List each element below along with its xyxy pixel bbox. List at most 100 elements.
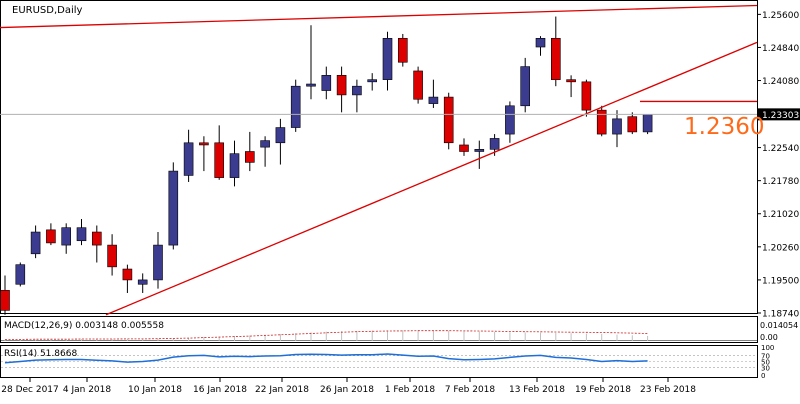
candle-body xyxy=(214,142,224,178)
candle-body xyxy=(137,279,148,285)
candle-body xyxy=(352,85,362,96)
macd-bar xyxy=(555,332,557,341)
candle-body xyxy=(199,142,209,146)
macd-bar xyxy=(4,339,6,341)
candle-body xyxy=(15,264,26,285)
candle-body xyxy=(535,38,546,48)
macd-bar xyxy=(371,330,373,341)
macd-bar xyxy=(341,331,343,341)
price-pane xyxy=(0,0,758,314)
support-trendline xyxy=(105,41,758,316)
candle-body xyxy=(596,109,607,135)
rsi-axis-label: 50 xyxy=(761,359,770,367)
x-tick-label: 16 Jan 2018 xyxy=(193,385,247,395)
candle-body xyxy=(229,153,240,178)
resistance-trendline xyxy=(0,4,758,29)
macd-bar xyxy=(111,339,113,341)
price-tick-label: 1.21020 xyxy=(762,210,799,220)
candle-body xyxy=(30,231,41,255)
candle-body xyxy=(550,38,561,80)
macd-axis-max: 0.014054 xyxy=(760,321,798,330)
macd-bar xyxy=(188,337,190,341)
x-tick-label: 28 Dec 2017 xyxy=(1,385,59,395)
candle-body xyxy=(260,140,270,148)
macd-bar xyxy=(494,331,496,341)
macd-bar xyxy=(142,338,144,341)
macd-bar xyxy=(19,339,21,341)
macd-bar xyxy=(585,333,587,341)
x-tick-label: 13 Feb 2018 xyxy=(509,385,565,395)
macd-bar xyxy=(631,335,633,341)
x-tick-label: 26 Jan 2018 xyxy=(320,385,374,395)
macd-bar xyxy=(264,334,266,341)
candle-body xyxy=(367,79,378,83)
macd-bar xyxy=(325,331,327,341)
macd-bar xyxy=(96,339,98,341)
candle-body xyxy=(183,142,194,176)
macd-bar xyxy=(616,334,618,341)
x-tick-label: 10 Jan 2018 xyxy=(128,385,182,395)
macd-bar xyxy=(203,336,205,341)
macd-bar xyxy=(417,330,419,341)
candle-body xyxy=(46,229,56,244)
macd-bar xyxy=(387,330,388,341)
candle-body xyxy=(505,105,515,135)
macd-bar xyxy=(65,339,67,341)
candle-body xyxy=(642,114,653,133)
candle-body xyxy=(474,149,485,152)
x-tick-label: 22 Jan 2018 xyxy=(255,385,309,395)
macd-bar xyxy=(157,338,159,341)
macd-bar xyxy=(218,336,220,341)
rsi-label: RSI(14) 51.8668 xyxy=(4,349,77,359)
candles-group xyxy=(0,16,653,315)
macd-bar xyxy=(463,331,465,341)
rsi-line xyxy=(4,353,648,364)
x-tick-label: 7 Feb 2018 xyxy=(445,385,496,395)
candle-body xyxy=(443,96,454,144)
candle-body xyxy=(489,138,500,150)
candle-body xyxy=(153,244,163,281)
candle-body xyxy=(122,268,133,281)
price-tick-label: 1.24840 xyxy=(762,44,799,54)
trendlines-group xyxy=(0,4,758,316)
macd-bar xyxy=(448,330,450,341)
candle-body xyxy=(382,38,393,80)
candle-body xyxy=(627,116,638,133)
level-annotation: 1.2360 xyxy=(684,114,764,140)
candle-body xyxy=(76,227,87,242)
macd-bar xyxy=(647,335,649,341)
macd-bar xyxy=(478,331,480,341)
price-tick-label: 1.18740 xyxy=(762,310,799,320)
candle-body xyxy=(397,38,408,63)
chart-title: EURUSD,Daily xyxy=(12,5,83,16)
rsi-axis-label: 100 xyxy=(761,344,774,352)
candle-body xyxy=(612,118,622,135)
candle-body xyxy=(336,75,347,96)
x-tick-label: 1 Feb 2018 xyxy=(385,385,436,395)
price-tick-label: 1.24080 xyxy=(762,77,799,87)
candle-body xyxy=(245,151,255,163)
macd-signal-line xyxy=(5,330,648,340)
candle-body xyxy=(275,127,286,144)
macd-bar xyxy=(50,339,52,341)
current-price-box xyxy=(758,108,800,121)
x-tick-label: 19 Feb 2018 xyxy=(575,385,631,395)
rsi-axis-label: 30 xyxy=(761,364,770,372)
macd-bar xyxy=(509,332,511,341)
macd-bar xyxy=(35,339,37,341)
x-axis: 28 Dec 2017 4 Jan 2018 10 Jan 2018 16 Jan 2… xyxy=(1,378,696,395)
candle-body xyxy=(581,81,592,111)
candle-body xyxy=(566,79,576,83)
macd-bar xyxy=(402,330,404,341)
price-tick-label: 1.19500 xyxy=(762,276,799,286)
macd-axis-zero: 0.00 xyxy=(760,333,778,342)
macd-bar xyxy=(234,335,235,341)
candle-body xyxy=(413,70,423,100)
macd-bar xyxy=(126,339,128,341)
candle-body xyxy=(92,231,102,246)
macd-series xyxy=(1,330,757,341)
candle-body xyxy=(321,75,332,91)
